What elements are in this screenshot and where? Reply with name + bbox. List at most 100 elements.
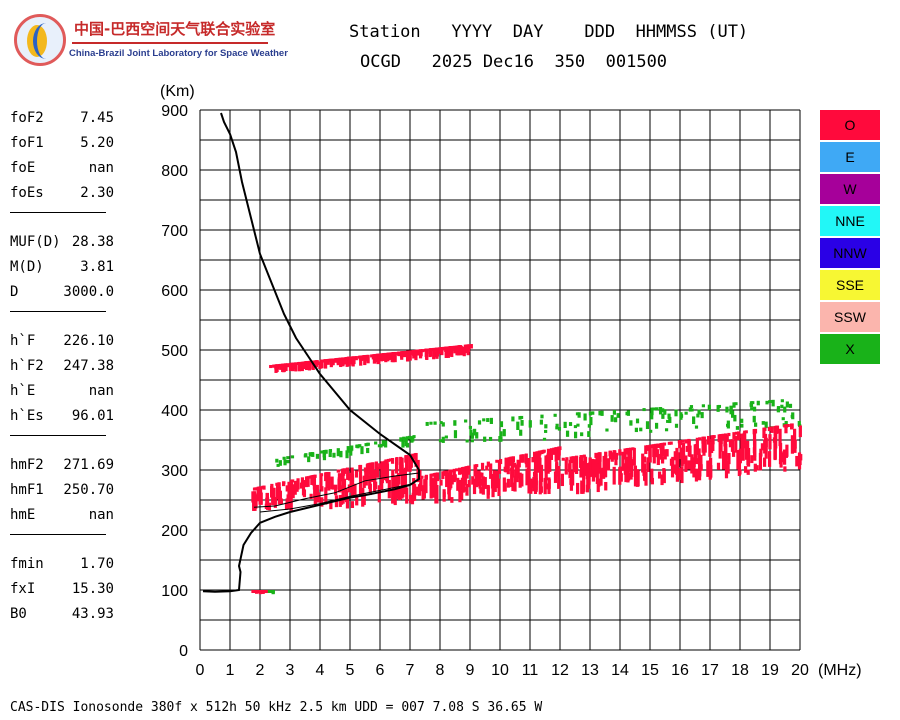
x-mode-echo [740, 418, 744, 423]
o-mode-echo [656, 453, 660, 466]
o-mode-echo [632, 447, 636, 466]
o-mode-echo [385, 459, 389, 471]
o-mode-echo [520, 454, 524, 458]
o-mode-echo [435, 347, 440, 357]
x-mode-echo [328, 449, 332, 458]
o-mode-echo [304, 361, 309, 371]
o-mode-echo [341, 357, 345, 361]
o-mode-echo [734, 431, 739, 435]
x-mode-echo [568, 422, 573, 426]
o-mode-echo [428, 348, 432, 354]
o-mode-echo [348, 356, 352, 364]
x-mode-echo [732, 402, 736, 408]
o-mode-echo [252, 590, 257, 593]
o-mode-echo [656, 443, 660, 448]
parameter-row: h`Es 96.01 [10, 406, 120, 431]
x-mode-echo [600, 410, 604, 416]
o-mode-echo [504, 457, 508, 473]
o-mode-echo [613, 450, 617, 460]
o-mode-echo [408, 494, 413, 504]
o-mode-echo [387, 352, 391, 361]
o-mode-echo [395, 457, 399, 465]
x-mode-echo [716, 405, 720, 412]
parameter-value: 2.30 [80, 185, 114, 201]
x-mode-echo [307, 456, 311, 463]
x-mode-echo [668, 416, 672, 424]
x-mode-echo [751, 401, 755, 405]
o-mode-echo [392, 483, 396, 490]
o-mode-echo [279, 498, 284, 505]
o-mode-echo [725, 434, 729, 442]
o-mode-echo [665, 449, 669, 457]
x-tick-label: 5 [346, 662, 355, 679]
o-mode-echo [380, 469, 384, 484]
o-mode-echo [503, 466, 507, 472]
x-tick-label: 13 [581, 662, 599, 679]
x-mode-echo [266, 590, 270, 593]
o-mode-echo [580, 480, 584, 494]
o-mode-echo [297, 361, 302, 366]
x-tick-label: 17 [701, 662, 719, 679]
o-mode-echo [556, 446, 561, 455]
x-mode-echo [377, 444, 382, 448]
o-mode-echo [586, 463, 590, 473]
header-labels: Station YYYY DAY DDD HHMMSS (UT) [349, 22, 749, 42]
x-mode-echo [283, 459, 287, 466]
o-mode-echo [717, 434, 721, 443]
o-mode-echo [687, 442, 691, 450]
o-mode-echo [548, 457, 552, 472]
o-mode-echo [633, 465, 638, 471]
o-mode-echo [319, 473, 324, 477]
o-mode-echo [742, 432, 746, 444]
o-mode-echo [773, 439, 777, 460]
o-mode-echo [277, 487, 281, 505]
o-mode-echo [483, 477, 487, 489]
y-tick-label: 700 [161, 223, 188, 240]
o-mode-echo [558, 446, 562, 451]
x-mode-echo [324, 449, 328, 454]
o-mode-echo [367, 463, 371, 467]
o-mode-echo [324, 487, 328, 505]
o-mode-echo [675, 474, 679, 482]
x-mode-echo [734, 402, 738, 406]
o-mode-echo [599, 468, 603, 486]
o-mode-echo [726, 463, 730, 474]
x-mode-echo [749, 403, 753, 407]
o-mode-echo [393, 351, 397, 363]
o-mode-echo [301, 480, 306, 496]
x-tick-label: 8 [436, 662, 445, 679]
o-mode-echo [395, 462, 399, 472]
o-mode-echo [618, 449, 622, 456]
o-mode-echo [324, 359, 328, 365]
parameter-label: h`E [10, 383, 36, 399]
o-mode-echo [434, 485, 438, 504]
x-mode-echo [319, 450, 324, 454]
x-mode-echo [663, 409, 667, 415]
o-mode-echo [593, 459, 598, 478]
o-mode-echo [413, 453, 417, 460]
parameter-label: h`F2 [10, 358, 44, 374]
o-mode-echo [429, 480, 433, 499]
o-mode-echo [275, 482, 279, 486]
o-mode-echo [546, 448, 551, 464]
x-mode-echo [465, 439, 469, 443]
o-mode-echo [497, 459, 502, 474]
x-mode-echo [614, 417, 618, 423]
o-mode-echo [282, 481, 286, 485]
o-mode-echo [552, 447, 556, 455]
o-mode-echo [490, 473, 495, 489]
x-mode-echo [642, 408, 646, 412]
x-mode-echo [735, 426, 740, 430]
x-mode-echo [482, 418, 486, 422]
o-mode-echo [447, 346, 451, 354]
x-mode-echo [726, 423, 730, 427]
x-tick-label: 11 [522, 662, 539, 679]
o-mode-echo [511, 469, 515, 478]
o-mode-echo [449, 471, 453, 489]
x-mode-echo [407, 435, 412, 440]
o-mode-echo [706, 435, 711, 445]
o-mode-echo [512, 462, 517, 468]
o-mode-echo [420, 475, 424, 479]
o-mode-echo [398, 487, 402, 500]
logo-divider [72, 42, 268, 44]
